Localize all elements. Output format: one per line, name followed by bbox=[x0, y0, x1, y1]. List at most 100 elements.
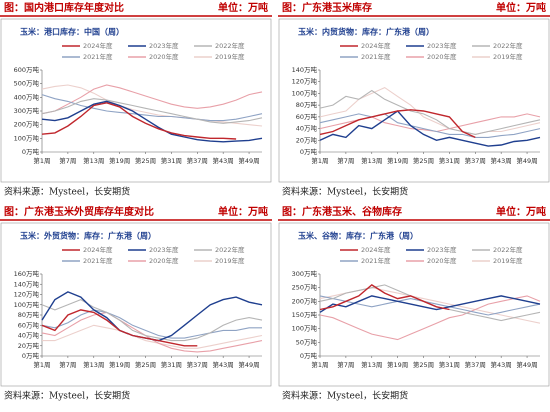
x-tick-label: 第13周 bbox=[361, 360, 382, 369]
legend-label: 2020年度 bbox=[149, 52, 179, 61]
chart-title: 玉米：外贸货物：库存：广东港（周） bbox=[20, 231, 156, 241]
legend-label: 2020年度 bbox=[149, 256, 179, 265]
legend-label: 2023年度 bbox=[149, 41, 179, 50]
chart-frame bbox=[0, 18, 272, 183]
legend-label: 2024年度 bbox=[83, 41, 113, 50]
y-tick-label: 140万吨 bbox=[14, 279, 40, 288]
x-tick-label: 第31周 bbox=[161, 360, 182, 369]
panel-header: 图：广东港玉米库存 bbox=[282, 1, 372, 14]
series-line bbox=[41, 102, 237, 140]
series-line bbox=[319, 113, 541, 138]
series-line bbox=[41, 309, 262, 339]
x-tick-label: 第7周 bbox=[337, 360, 354, 369]
x-tick-label: 第43周 bbox=[213, 156, 234, 165]
x-tick-label: 第49周 bbox=[516, 360, 537, 369]
legend-label: 2022年度 bbox=[493, 41, 523, 50]
y-tick-label: 140万吨 bbox=[292, 65, 318, 74]
x-tick-label: 第25周 bbox=[135, 156, 156, 165]
chart-title: 玉米：内贸货物：库存：广东港（周） bbox=[298, 27, 434, 37]
x-tick-label: 第43周 bbox=[213, 360, 234, 369]
y-tick-label: 200万吨 bbox=[14, 120, 40, 129]
y-tick-label: 20万吨 bbox=[296, 135, 318, 144]
x-tick-label: 第37周 bbox=[187, 156, 208, 165]
y-tick-label: 50万吨 bbox=[296, 337, 318, 346]
chart-title: 玉米、谷物：库存：广东港（周） bbox=[298, 231, 418, 241]
y-tick-label: 300万吨 bbox=[292, 269, 318, 278]
x-tick-label: 第43周 bbox=[491, 156, 512, 165]
x-tick-label: 第7周 bbox=[59, 156, 76, 165]
y-tick-label: 60万吨 bbox=[18, 320, 40, 329]
y-tick-label: 600万吨 bbox=[14, 65, 40, 74]
x-tick-label: 第37周 bbox=[465, 360, 486, 369]
unit-label: 单位：万吨 bbox=[496, 205, 546, 218]
x-tick-label: 第1周 bbox=[311, 156, 328, 165]
legend-label: 2023年度 bbox=[427, 41, 457, 50]
x-tick-label: 第25周 bbox=[135, 360, 156, 369]
series-line bbox=[41, 100, 263, 143]
panel-header: 图：国内港口库存年度对比 bbox=[4, 1, 124, 14]
y-tick-label: 500万吨 bbox=[14, 79, 40, 88]
x-tick-label: 第31周 bbox=[439, 360, 460, 369]
legend-label: 2023年度 bbox=[149, 245, 179, 254]
source-note: 资料来源：Mysteel，长安期货 bbox=[4, 390, 130, 402]
x-tick-label: 第25周 bbox=[413, 360, 434, 369]
legend-label: 2020年度 bbox=[427, 52, 457, 61]
source-note: 资料来源：Mysteel，长安期货 bbox=[282, 186, 408, 198]
series-line bbox=[319, 284, 450, 311]
x-tick-label: 第37周 bbox=[187, 360, 208, 369]
x-tick-label: 第49周 bbox=[238, 156, 259, 165]
series-line bbox=[319, 110, 541, 147]
x-tick-label: 第31周 bbox=[161, 156, 182, 165]
y-tick-label: 80万吨 bbox=[296, 100, 318, 109]
y-tick-label: 400万吨 bbox=[14, 92, 40, 101]
legend-label: 2019年度 bbox=[215, 256, 245, 265]
x-tick-label: 第31周 bbox=[439, 156, 460, 165]
series-line bbox=[319, 295, 541, 341]
source-note: 资料来源：Mysteel，长安期货 bbox=[4, 186, 130, 198]
y-tick-label: 40万吨 bbox=[296, 124, 318, 133]
x-tick-label: 第7周 bbox=[59, 360, 76, 369]
unit-label: 单位：万吨 bbox=[218, 1, 268, 14]
y-tick-label: 100万吨 bbox=[14, 133, 40, 142]
y-tick-label: 80万吨 bbox=[18, 310, 40, 319]
chart-frame bbox=[278, 18, 550, 183]
legend-label: 2021年度 bbox=[83, 256, 113, 265]
series-line bbox=[319, 109, 476, 139]
series-line bbox=[41, 84, 263, 115]
x-tick-label: 第19周 bbox=[109, 360, 130, 369]
legend-label: 2023年度 bbox=[427, 245, 457, 254]
y-tick-label: 100万吨 bbox=[14, 300, 40, 309]
legend-label: 2021年度 bbox=[361, 52, 391, 61]
x-tick-label: 第49周 bbox=[516, 156, 537, 165]
y-tick-label: 100万吨 bbox=[292, 88, 318, 97]
series-line bbox=[41, 309, 198, 347]
series-line bbox=[41, 98, 263, 124]
x-tick-label: 第13周 bbox=[361, 156, 382, 165]
x-tick-label: 第13周 bbox=[83, 360, 104, 369]
x-tick-label: 第37周 bbox=[465, 156, 486, 165]
series-line bbox=[41, 94, 263, 122]
x-tick-label: 第25周 bbox=[413, 156, 434, 165]
legend-label: 2021年度 bbox=[361, 256, 391, 265]
x-tick-label: 第1周 bbox=[33, 360, 50, 369]
legend-label: 2019年度 bbox=[493, 256, 523, 265]
y-tick-label: 0万吨 bbox=[22, 147, 40, 156]
x-tick-label: 第19周 bbox=[387, 360, 408, 369]
y-tick-label: 0万吨 bbox=[22, 351, 40, 360]
legend-label: 2024年度 bbox=[361, 245, 391, 254]
legend-label: 2024年度 bbox=[83, 245, 113, 254]
series-line bbox=[319, 295, 541, 316]
series-line bbox=[41, 298, 263, 342]
legend-label: 2022年度 bbox=[493, 245, 523, 254]
panel-header: 图：广东港玉米外贸库存年度对比 bbox=[4, 205, 154, 218]
chart-frame bbox=[278, 222, 550, 387]
legend-label: 2022年度 bbox=[215, 245, 245, 254]
x-tick-label: 第7周 bbox=[337, 156, 354, 165]
x-tick-label: 第19周 bbox=[387, 156, 408, 165]
y-tick-label: 0万吨 bbox=[300, 147, 318, 156]
legend-label: 2024年度 bbox=[361, 41, 391, 50]
chart-title: 玉米：港口库存：中国（周） bbox=[20, 27, 124, 37]
y-tick-label: 100万吨 bbox=[292, 324, 318, 333]
y-tick-label: 0万吨 bbox=[300, 351, 318, 360]
